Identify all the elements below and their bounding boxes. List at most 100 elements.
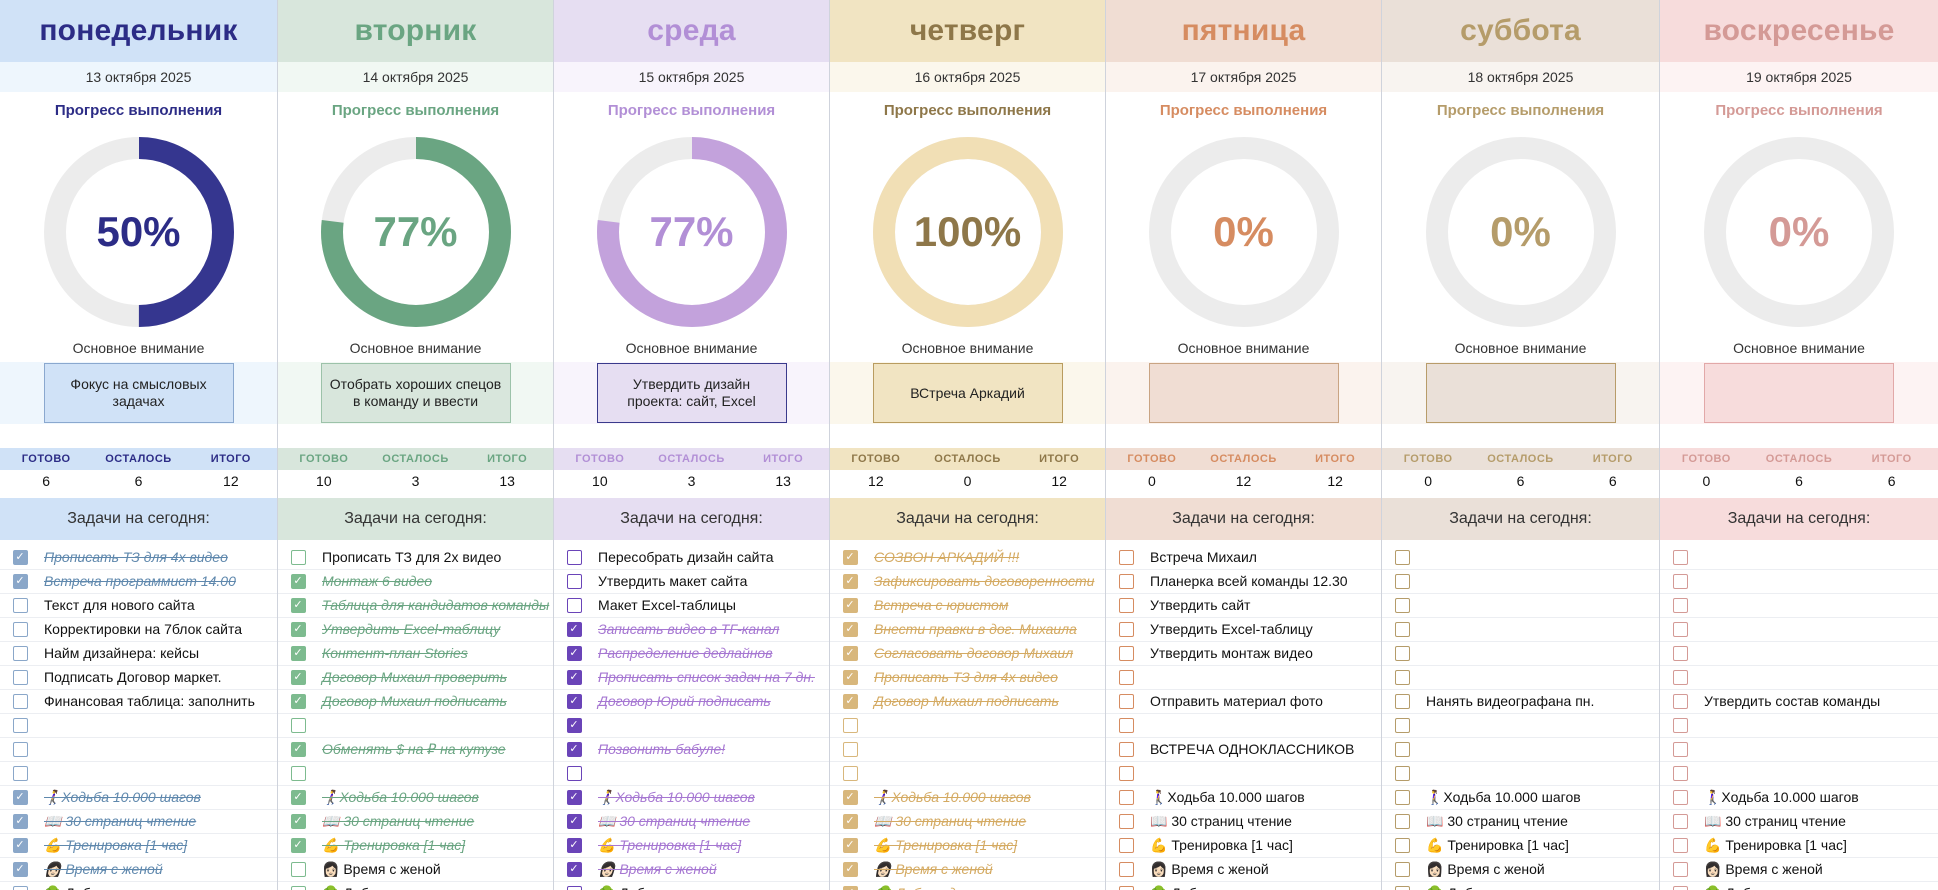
task-checkbox[interactable]: ✓ (566, 694, 582, 709)
task-checkbox[interactable]: ✓ (566, 814, 582, 829)
task-checkbox[interactable]: ✓ (566, 718, 582, 733)
task-text[interactable]: 💪 Тренировка [1 час] (1150, 837, 1293, 853)
task-checkbox[interactable] (566, 886, 582, 890)
task-checkbox[interactable] (290, 718, 306, 733)
task-text[interactable] (1146, 666, 1381, 689)
task-text[interactable]: Контент-план Stories (322, 645, 468, 661)
task-checkbox[interactable]: ✓ (566, 646, 582, 661)
task-checkbox[interactable] (1118, 550, 1134, 565)
task-text[interactable]: Макет Excel-таблицы (598, 597, 736, 613)
task-checkbox[interactable] (12, 694, 28, 709)
task-text[interactable]: Утвердить монтаж видео (1150, 645, 1313, 661)
task-checkbox[interactable] (1394, 742, 1410, 757)
task-checkbox[interactable] (1394, 862, 1410, 877)
task-text[interactable]: Встреча с юристом (874, 597, 1009, 613)
task-text[interactable]: 💪 Тренировка [1 час] (1426, 837, 1569, 853)
task-checkbox[interactable] (1672, 742, 1688, 757)
task-checkbox[interactable] (1118, 838, 1134, 853)
task-text[interactable] (1422, 570, 1659, 593)
task-text[interactable]: 🌳 Доброе дело (40, 882, 277, 890)
task-text[interactable]: 🚶‍♀️Ходьба 10.000 шагов (1704, 789, 1859, 805)
task-checkbox[interactable]: ✓ (290, 742, 306, 757)
task-text[interactable]: Таблица для кандидатов команды (322, 597, 550, 613)
task-text[interactable]: 💪 Тренировка [1 час] (322, 837, 466, 853)
task-checkbox[interactable]: ✓ (842, 646, 858, 661)
task-checkbox[interactable]: ✓ (842, 790, 858, 805)
task-checkbox[interactable] (1118, 790, 1134, 805)
task-text[interactable]: 📖 30 страниц чтение (874, 813, 1027, 829)
task-text[interactable]: 🌳 Доброе дело (594, 882, 829, 890)
task-checkbox[interactable] (290, 862, 306, 877)
task-text[interactable] (1146, 714, 1381, 737)
task-checkbox[interactable]: ✓ (12, 550, 28, 565)
task-checkbox[interactable] (1118, 670, 1134, 685)
task-text[interactable]: Найм дизайнера: кейсы (44, 645, 200, 661)
task-checkbox[interactable] (290, 766, 306, 781)
task-text[interactable]: Утвердить Excel-таблицу (322, 621, 501, 637)
task-text[interactable] (318, 714, 553, 737)
task-text[interactable]: 🚶‍♀️Ходьба 10.000 шагов (598, 789, 755, 805)
task-text[interactable]: 💪 Тренировка [1 час] (1704, 837, 1847, 853)
task-text[interactable]: Зафиксировать договоренности (874, 573, 1095, 589)
task-checkbox[interactable] (1394, 574, 1410, 589)
task-text[interactable]: Прописать ТЗ для 2х видео (322, 549, 502, 565)
task-text[interactable] (1422, 546, 1659, 569)
task-checkbox[interactable] (1118, 574, 1134, 589)
focus-cell[interactable]: Отобрать хороших спецов в команду и ввес… (320, 363, 511, 423)
task-text[interactable]: 👩🏻 Время с женой (1150, 861, 1269, 877)
task-text[interactable] (40, 762, 277, 785)
task-text[interactable]: Согласовать договор Михаил (874, 645, 1074, 661)
task-text[interactable]: 🚶‍♀️Ходьба 10.000 шагов (322, 789, 479, 805)
task-text[interactable]: 📖 30 страниц чтение (1150, 813, 1292, 829)
task-checkbox[interactable]: ✓ (566, 622, 582, 637)
task-text[interactable]: 📖 30 страниц чтение (44, 813, 197, 829)
focus-cell[interactable]: ВСтреча Аркадий (872, 363, 1063, 423)
task-text[interactable]: 💪 Тренировка [1 час] (598, 837, 742, 853)
task-text[interactable]: Прописать ТЗ для 4х видео (44, 549, 228, 565)
task-text[interactable]: 💪 Тренировка [1 час] (874, 837, 1018, 853)
task-checkbox[interactable]: ✓ (290, 814, 306, 829)
task-text[interactable] (1700, 642, 1938, 665)
task-text[interactable] (870, 762, 1105, 785)
task-text[interactable]: Утвердить Excel-таблицу (1150, 621, 1313, 637)
task-checkbox[interactable]: ✓ (842, 694, 858, 709)
task-checkbox[interactable]: ✓ (290, 598, 306, 613)
task-checkbox[interactable]: ✓ (842, 670, 858, 685)
task-text[interactable]: Встреча Михаил (1150, 549, 1257, 565)
task-text[interactable]: Текст для нового сайта (44, 597, 195, 613)
task-text[interactable]: Корректировки на 7блок сайта (44, 621, 243, 637)
task-text[interactable] (1422, 714, 1659, 737)
task-checkbox[interactable] (1672, 790, 1688, 805)
task-checkbox[interactable] (12, 742, 28, 757)
task-text[interactable]: Утвердить сайт (1150, 597, 1251, 613)
task-checkbox[interactable] (12, 598, 28, 613)
task-checkbox[interactable] (12, 886, 28, 890)
task-checkbox[interactable] (1118, 814, 1134, 829)
task-text[interactable]: 📖 30 страниц чтение (1704, 813, 1846, 829)
task-checkbox[interactable]: ✓ (12, 814, 28, 829)
task-checkbox[interactable] (12, 646, 28, 661)
task-text[interactable]: 🚶‍♀️Ходьба 10.000 шагов (44, 789, 201, 805)
task-text[interactable]: 🌳 Доброе дело (318, 882, 553, 890)
task-text[interactable]: Договор Михаил проверить (322, 669, 507, 685)
task-text[interactable]: Подписать Договор маркет. (44, 669, 222, 685)
focus-cell[interactable]: Утвердить дизайн проекта: сайт, Excel (596, 363, 787, 423)
task-text[interactable] (870, 714, 1105, 737)
task-checkbox[interactable]: ✓ (290, 694, 306, 709)
task-checkbox[interactable]: ✓ (290, 670, 306, 685)
task-text[interactable]: Встреча программист 14.00 (44, 573, 236, 589)
task-checkbox[interactable]: ✓ (12, 862, 28, 877)
task-checkbox[interactable]: ✓ (566, 742, 582, 757)
task-checkbox[interactable] (1394, 550, 1410, 565)
task-checkbox[interactable] (842, 766, 858, 781)
task-checkbox[interactable] (1394, 766, 1410, 781)
task-checkbox[interactable] (12, 766, 28, 781)
task-text[interactable]: 👩🏻 Время с женой (44, 861, 163, 877)
task-text[interactable] (40, 714, 277, 737)
task-checkbox[interactable]: ✓ (290, 622, 306, 637)
task-text[interactable] (1700, 738, 1938, 761)
task-checkbox[interactable] (1118, 766, 1134, 781)
task-checkbox[interactable] (1672, 862, 1688, 877)
task-text[interactable]: Утвердить состав команды (1704, 693, 1881, 709)
task-text[interactable]: Пересобрать дизайн сайта (598, 549, 774, 565)
